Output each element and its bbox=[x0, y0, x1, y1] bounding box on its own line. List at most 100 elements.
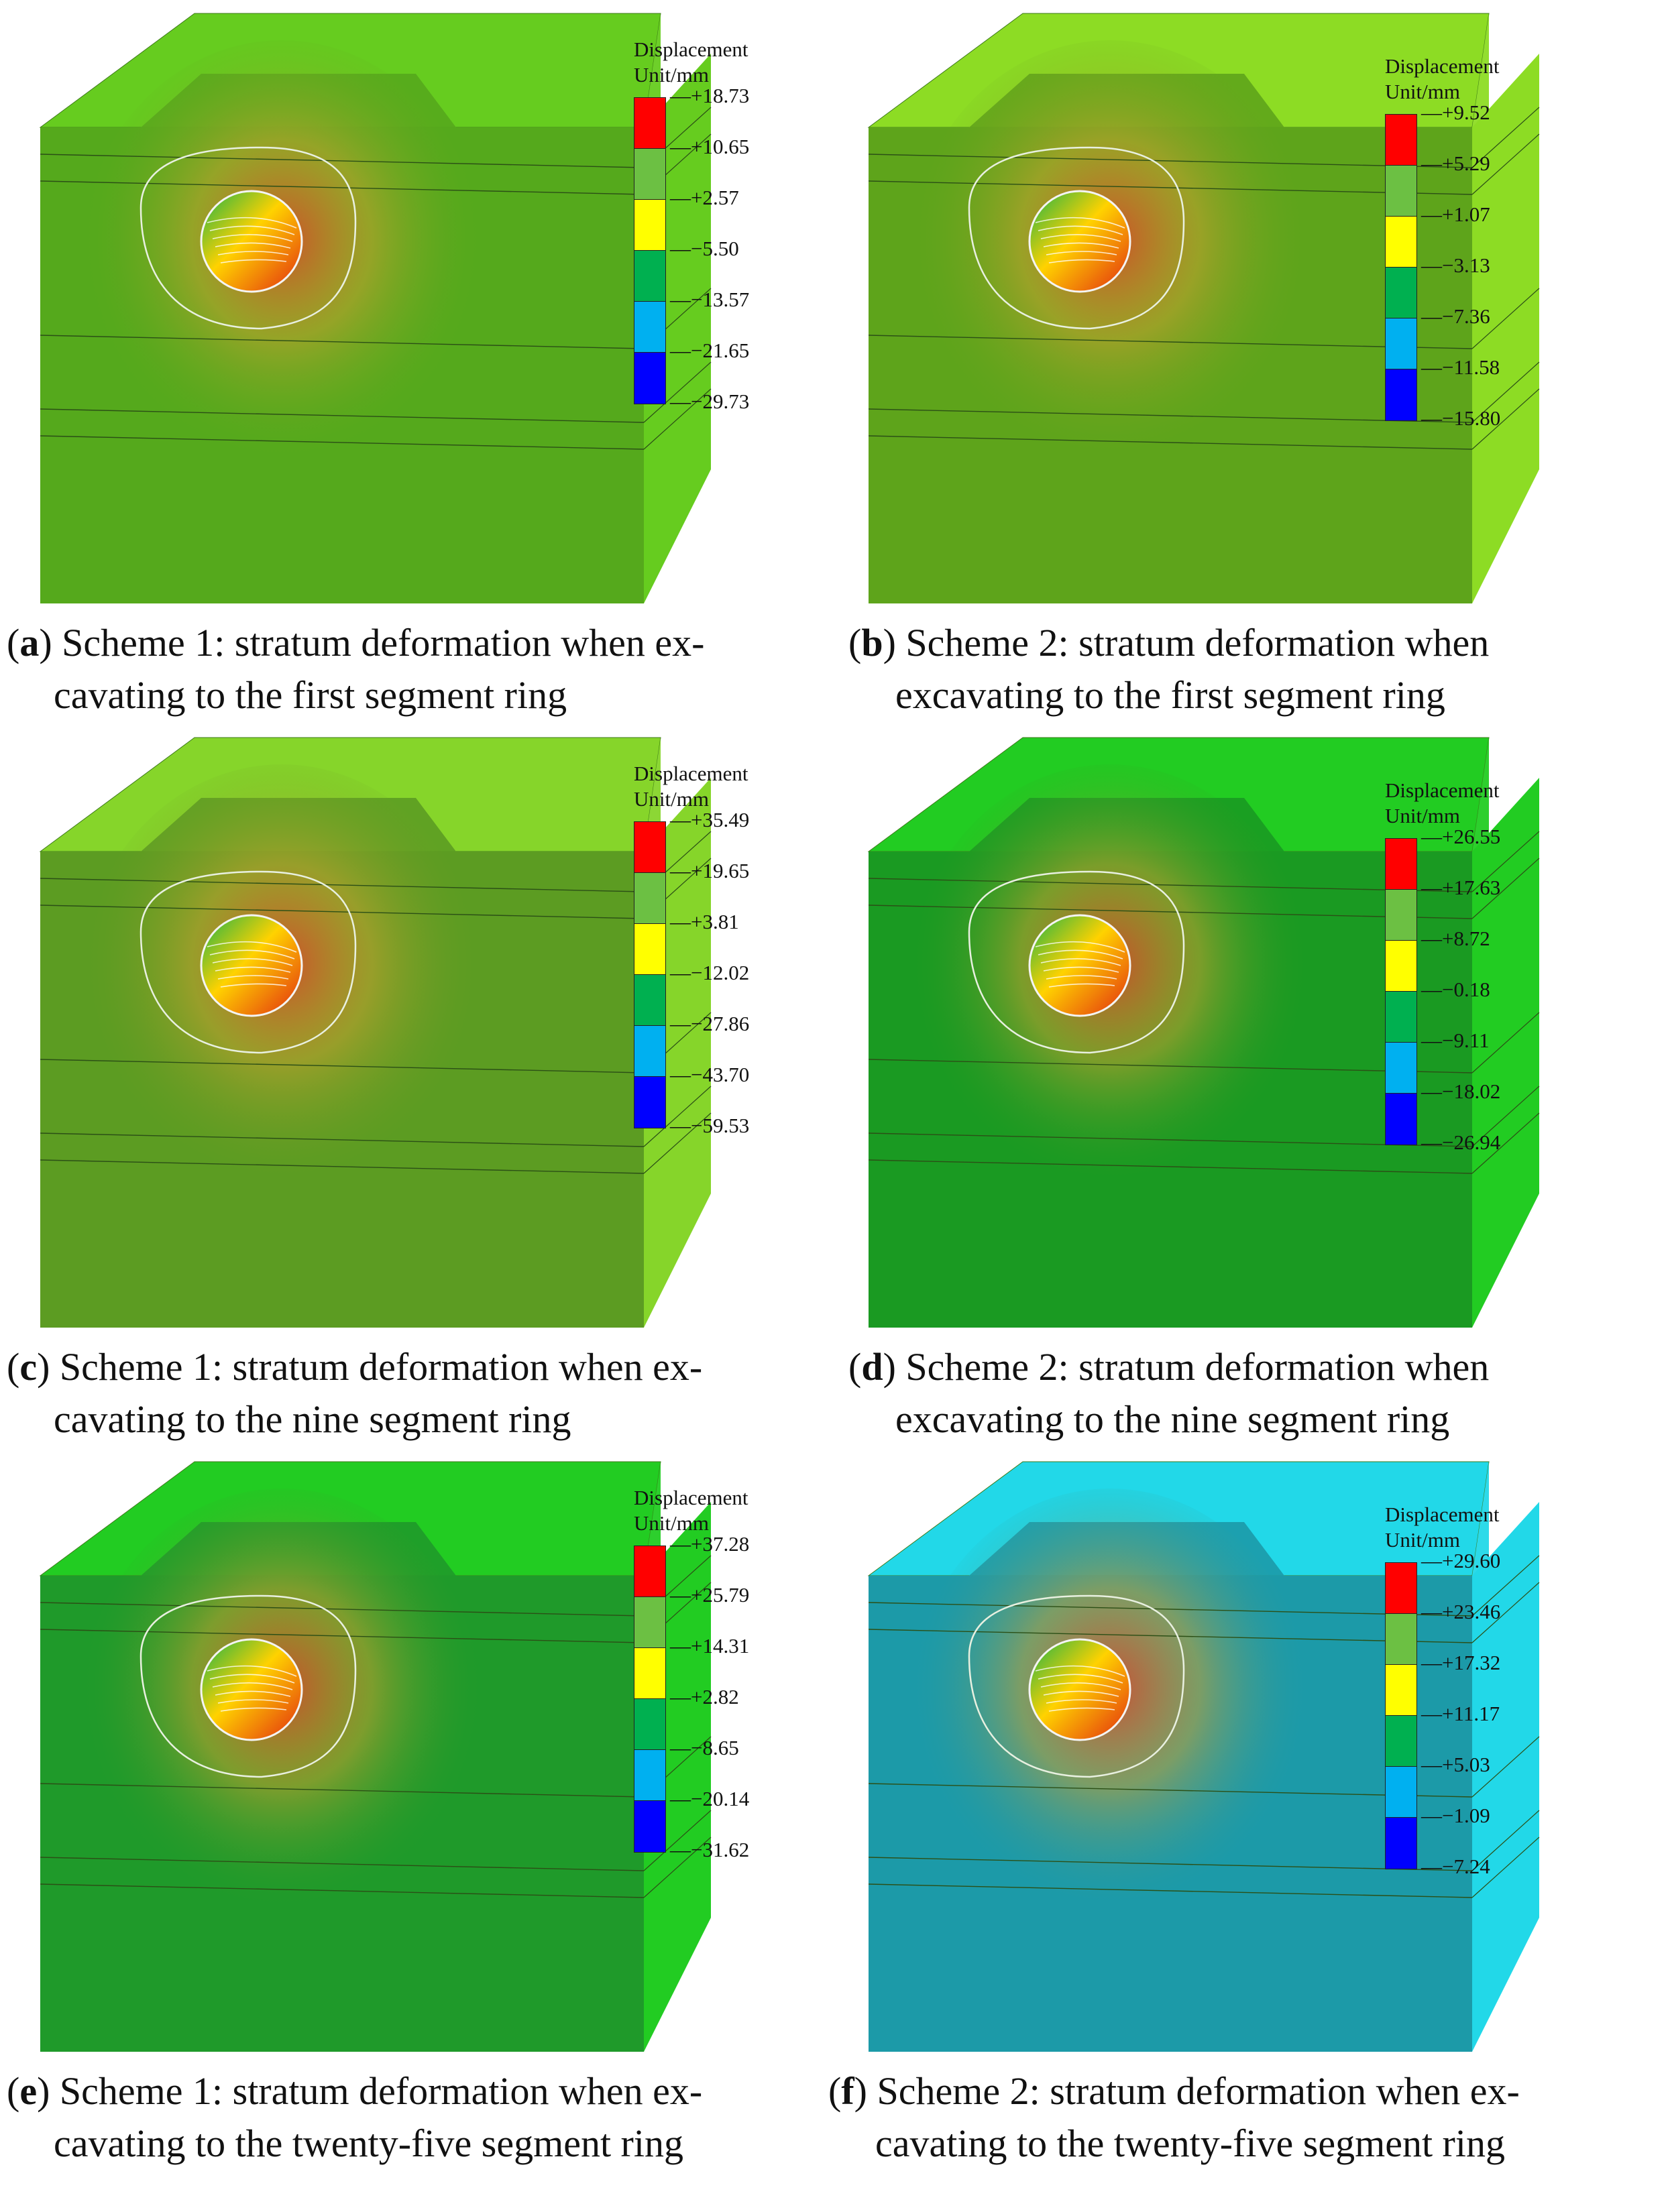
panel-a: Displacement Unit/mm —+18.73 —+10.65 —+2.57 —… bbox=[0, 0, 835, 724]
stratum-line bbox=[1471, 1555, 1540, 1617]
stratum-line bbox=[868, 1132, 1473, 1147]
tunnel-contour bbox=[212, 958, 293, 966]
legend-tick-label: —+8.72 bbox=[1421, 927, 1490, 950]
legend-swatch bbox=[1385, 889, 1417, 941]
legend-swatch bbox=[634, 1596, 666, 1649]
stratum-line bbox=[868, 1883, 1473, 1898]
caption-line: cavating to the twenty-five segment ring bbox=[875, 2121, 1505, 2165]
legend-tick-label: —−12.02 bbox=[670, 961, 750, 984]
legend-tick-label: —−7.24 bbox=[1421, 1855, 1490, 1878]
legend-swatch bbox=[634, 923, 666, 976]
stratum-line bbox=[868, 335, 1473, 349]
legend-tick-label: —+1.07 bbox=[1421, 202, 1490, 226]
legend-swatch bbox=[1385, 369, 1417, 421]
panel-tag: (f) bbox=[828, 2069, 877, 2113]
stratum-line bbox=[40, 1602, 645, 1617]
legend-title: Displacement bbox=[634, 38, 748, 61]
stratum-line bbox=[40, 1159, 645, 1174]
stratum-line bbox=[1471, 1810, 1540, 1871]
stratum-line bbox=[40, 878, 645, 892]
legend-tick-label: —−1.09 bbox=[1421, 1804, 1490, 1827]
legend-swatch bbox=[634, 821, 666, 874]
legend-unit: Unit/mm bbox=[1385, 80, 1460, 103]
legend-tick-label: —+14.31 bbox=[670, 1634, 750, 1657]
legend-swatch bbox=[1385, 267, 1417, 319]
stratum-line bbox=[868, 878, 1473, 892]
stratum-line bbox=[868, 1059, 1473, 1073]
panel-e: Displacement Unit/mm —+37.28 —+25.79 —+14.31… bbox=[0, 1448, 835, 2212]
panel-d: Displacement Unit/mm —+26.55 —+17.63 —+8.72 —… bbox=[835, 724, 1670, 1448]
legend-swatch bbox=[634, 148, 666, 200]
legend-unit: Unit/mm bbox=[634, 63, 709, 86]
stratum-line bbox=[643, 1837, 712, 1898]
stratum-line bbox=[40, 1132, 645, 1147]
legend-tick-label: —+18.73 bbox=[670, 84, 750, 107]
tunnel-contour bbox=[212, 234, 293, 242]
caption-line: cavating to the first segment ring bbox=[54, 673, 567, 717]
caption-line: (f) Scheme 2: stratum deformation when e… bbox=[828, 2069, 1520, 2113]
model-cube bbox=[39, 737, 712, 1328]
legend-swatch bbox=[1385, 1715, 1417, 1767]
stratum-line bbox=[1471, 831, 1540, 892]
tunnel-contour bbox=[207, 941, 297, 953]
contour-line bbox=[968, 146, 1185, 330]
tunnel-contour bbox=[1038, 949, 1123, 959]
legend-tick-label: —−15.80 bbox=[1421, 406, 1501, 430]
legend-tick-label: —−7.36 bbox=[1421, 304, 1490, 328]
legend-swatch bbox=[634, 1025, 666, 1078]
legend-tick-label: —+37.28 bbox=[670, 1532, 750, 1556]
legend-tick-label: —+19.65 bbox=[670, 859, 750, 882]
stratum-line bbox=[1471, 133, 1540, 195]
legend-tick-label: —+26.55 bbox=[1421, 825, 1501, 848]
legend-swatch bbox=[1385, 165, 1417, 217]
stratum-line bbox=[868, 154, 1473, 168]
model-cube bbox=[39, 13, 712, 603]
caption-line: (b) Scheme 2: stratum deformation when bbox=[848, 621, 1490, 664]
stratum-line bbox=[40, 905, 645, 919]
legend-tick-label: —+9.52 bbox=[1421, 101, 1490, 124]
legend-tick-label: —−5.50 bbox=[670, 237, 739, 260]
tunnel-contour bbox=[217, 251, 289, 255]
legend-tick-label: —−13.57 bbox=[670, 288, 750, 311]
tunnel-contour bbox=[215, 966, 291, 973]
model-cube bbox=[867, 737, 1540, 1328]
legend-tick-label: —+5.29 bbox=[1421, 152, 1490, 175]
caption-line: (e) Scheme 1: stratum deformation when e… bbox=[7, 2069, 703, 2113]
stratum-line bbox=[40, 408, 645, 423]
stratum-line bbox=[40, 1857, 645, 1871]
legend-swatch bbox=[1385, 114, 1417, 166]
tunnel-contour bbox=[217, 1699, 289, 1704]
caption-line: cavating to the twenty-five segment ring bbox=[54, 2121, 683, 2165]
tunnel-contour bbox=[207, 217, 297, 229]
legend-swatch bbox=[634, 1749, 666, 1802]
legend-unit: Unit/mm bbox=[1385, 804, 1460, 827]
tunnel-contour bbox=[1035, 217, 1125, 229]
legend-swatch bbox=[634, 872, 666, 925]
legend-tick-label: —−59.53 bbox=[670, 1114, 750, 1137]
legend-tick-label: —+29.60 bbox=[1421, 1549, 1501, 1572]
color-legend: Displacement Unit/mm bbox=[1385, 54, 1499, 105]
legend-title: Displacement bbox=[634, 762, 748, 785]
stratum-line bbox=[868, 1159, 1473, 1174]
legend-tick-label: —+2.82 bbox=[670, 1685, 739, 1708]
tunnel-contour bbox=[1046, 251, 1117, 255]
legend-swatch bbox=[634, 1076, 666, 1128]
stratum-line bbox=[1471, 107, 1540, 168]
tunnel-face bbox=[1028, 190, 1131, 293]
caption-line: (a) Scheme 1: stratum deformation when e… bbox=[7, 621, 705, 664]
stratum-line bbox=[643, 361, 712, 423]
panel-tag: (b) bbox=[848, 621, 906, 664]
stratum-line bbox=[868, 1629, 1473, 1643]
tunnel-contour bbox=[1040, 234, 1121, 242]
legend-tick-label: —+17.63 bbox=[1421, 876, 1501, 899]
tunnel-contour bbox=[215, 1690, 291, 1697]
stratum-line bbox=[1471, 858, 1540, 919]
stratum-line bbox=[643, 1112, 712, 1174]
contour-line bbox=[140, 870, 357, 1054]
legend-swatch bbox=[1385, 838, 1417, 890]
stratum-line bbox=[643, 388, 712, 450]
stratum-line bbox=[643, 1810, 712, 1871]
contour-line bbox=[140, 1594, 357, 1778]
stratum-line bbox=[1471, 1736, 1540, 1798]
stratum-line bbox=[1471, 1112, 1540, 1174]
